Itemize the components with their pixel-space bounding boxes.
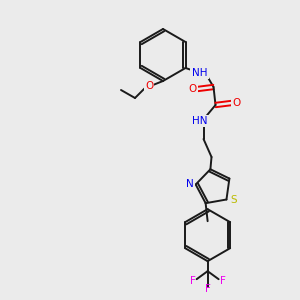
Text: HN: HN: [192, 116, 207, 126]
Text: F: F: [190, 276, 196, 286]
Text: S: S: [230, 194, 237, 205]
Text: O: O: [145, 81, 153, 91]
Text: NH: NH: [192, 68, 207, 78]
Text: N: N: [186, 179, 194, 190]
Text: F: F: [205, 284, 211, 294]
Text: O: O: [188, 84, 196, 94]
Text: O: O: [232, 98, 241, 108]
Text: F: F: [220, 276, 226, 286]
